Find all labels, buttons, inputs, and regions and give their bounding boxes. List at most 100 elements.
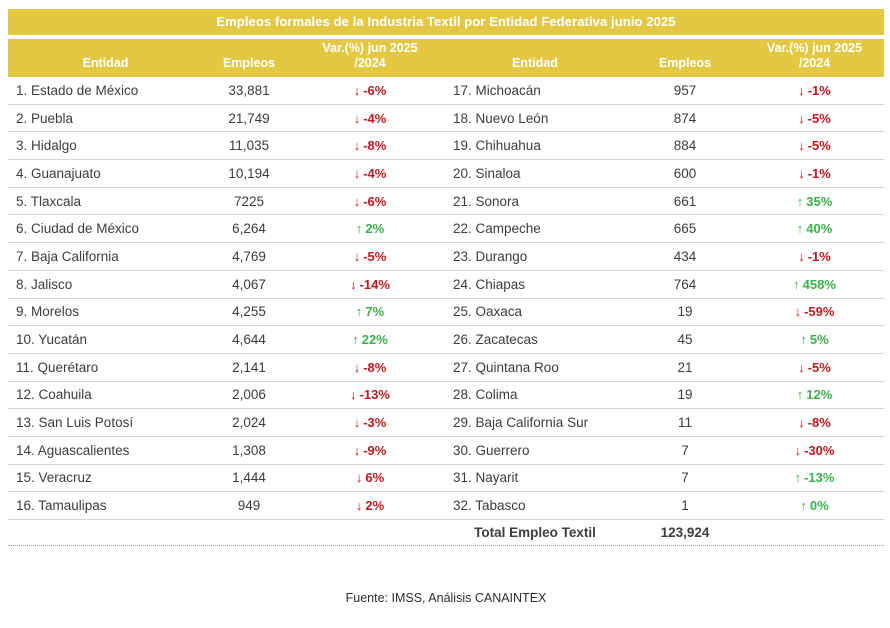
jobs-cell: 4,644 <box>232 332 266 348</box>
entity-cell: 4. Guanajuato <box>16 165 101 181</box>
entity-cell: 8. Jalisco <box>16 276 73 292</box>
entity-cell: 3. Hidalgo <box>16 138 77 154</box>
down-arrow-icon: ↓ <box>798 165 805 181</box>
jobs-cell: 7 <box>681 470 689 486</box>
entity-cell: 14. Aguascalientes <box>16 442 130 458</box>
variation-value: 5% <box>809 332 829 348</box>
entity-cell: 17. Michoacán <box>453 82 541 98</box>
entity-cell: 13. San Luis Potosí <box>16 415 134 431</box>
variation-cell: ↑ 12% <box>745 387 884 402</box>
up-arrow-icon: ↑ <box>800 498 807 514</box>
variation-value: 40% <box>806 221 833 237</box>
down-arrow-icon: ↓ <box>353 442 361 458</box>
down-arrow-icon: ↓ <box>353 138 361 154</box>
jobs-cell: 600 <box>673 165 697 181</box>
entity-cell: 27. Quintana Roo <box>453 359 559 375</box>
variation-cell: ↓ -6% <box>295 83 445 98</box>
up-arrow-icon: ↑ <box>352 332 359 348</box>
entity-cell: 12. Coahuila <box>16 387 92 403</box>
column-header-variation-line1: Var.(%) jun 2025 <box>766 41 863 55</box>
variation-value: -1% <box>807 248 831 264</box>
up-arrow-icon: ↑ <box>793 276 800 292</box>
variation-cell: ↑ 0% <box>745 498 884 513</box>
column-header-variation-line2: /2024 <box>354 56 386 70</box>
variation-value: -13% <box>359 387 390 403</box>
entity-cell: 11. Querétaro <box>16 359 99 375</box>
variation-cell: ↑ 40% <box>745 221 884 236</box>
variation-cell: ↓ -4% <box>295 166 445 181</box>
variation-cell: ↓ -13% <box>295 387 445 402</box>
entity-cell: 19. Chihuahua <box>453 138 541 154</box>
variation-value: -4% <box>363 165 387 181</box>
entity-cell: 29. Baja California Sur <box>453 415 589 431</box>
entity-cell: 18. Nuevo León <box>453 110 549 126</box>
up-arrow-icon: ↑ <box>355 304 363 320</box>
variation-cell: ↑ 2% <box>295 221 445 236</box>
variation-cell: ↓ -1% <box>745 166 884 181</box>
variation-cell: ↓ -3% <box>295 415 445 430</box>
variation-cell: ↓ -8% <box>745 415 884 430</box>
variation-value: -5% <box>807 359 831 375</box>
table-row: 2. Puebla 21,749 ↓ -4% 18. Nuevo León 874 ↓ -5% <box>8 105 884 133</box>
entity-cell: 9. Morelos <box>16 304 80 320</box>
up-arrow-icon: ↑ <box>794 470 802 486</box>
jobs-cell: 2,141 <box>232 359 266 375</box>
source-note: Fuente: IMSS, Análisis CANAINTEX <box>345 590 547 605</box>
total-value: 123,924 <box>660 524 710 540</box>
variation-value: -6% <box>363 193 387 209</box>
entity-cell: 2. Puebla <box>16 110 74 126</box>
jobs-cell: 45 <box>677 332 693 348</box>
variation-value: 458% <box>802 276 836 292</box>
entity-cell: 28. Colima <box>453 387 518 403</box>
jobs-cell: 4,769 <box>232 248 266 264</box>
jobs-cell: 19 <box>677 387 693 403</box>
down-arrow-icon: ↓ <box>350 276 357 292</box>
entity-cell: 5. Tlaxcala <box>16 193 82 209</box>
jobs-cell: 2,006 <box>232 387 266 403</box>
variation-value: -8% <box>363 138 387 154</box>
entity-cell: 21. Sonora <box>453 193 520 209</box>
table-row: 12. Coahuila 2,006 ↓ -13% 28. Colima 19 ↑ 12% <box>8 382 884 410</box>
variation-value: -4% <box>363 110 387 126</box>
table-row: 15. Veracruz 1,444 ↓ 6% 31. Nayarit 7 ↑ -13% <box>8 465 884 493</box>
jobs-cell: 764 <box>673 276 697 292</box>
variation-cell: ↓ -1% <box>745 249 884 264</box>
jobs-cell: 2,024 <box>232 415 266 431</box>
jobs-cell: 957 <box>673 82 697 98</box>
variation-cell: ↑ 5% <box>745 332 884 347</box>
variation-cell: ↓ -5% <box>745 138 884 153</box>
jobs-cell: 6,264 <box>232 221 266 237</box>
column-header-entity-left: Entidad <box>82 56 129 70</box>
variation-value: 35% <box>806 193 833 209</box>
variation-cell: ↓ -8% <box>295 138 445 153</box>
variation-value: 22% <box>361 332 388 348</box>
column-header-variation-right: Var.(%) jun 2025 /2024 <box>745 41 884 77</box>
entity-cell: 31. Nayarit <box>453 470 519 486</box>
variation-cell: ↓ -1% <box>745 83 884 98</box>
variation-value: -5% <box>363 248 387 264</box>
textile-employment-table: Empleos formales de la Industria Textil … <box>8 9 884 605</box>
variation-cell: ↓ 6% <box>295 470 445 485</box>
jobs-cell: 884 <box>673 138 697 154</box>
variation-cell: ↓ -5% <box>745 111 884 126</box>
column-header-variation-left: Var.(%) jun 2025 /2024 <box>295 41 445 77</box>
variation-cell: ↓ -6% <box>295 194 445 209</box>
entity-cell: 16. Tamaulipas <box>16 498 107 514</box>
table-row: 1. Estado de México 33,881 ↓ -6% 17. Michoac… <box>8 77 884 105</box>
table-row: 16. Tamaulipas 949 ↓ 2% 32. Tabasco 1 ↑ 0% <box>8 492 884 520</box>
jobs-cell: 1,444 <box>232 470 266 486</box>
variation-cell: ↓ -5% <box>295 249 445 264</box>
jobs-cell: 1,308 <box>232 442 266 458</box>
table-row: 11. Querétaro 2,141 ↓ -8% 27. Quintana Roo 21… <box>8 354 884 382</box>
jobs-cell: 11 <box>677 415 692 431</box>
up-arrow-icon: ↑ <box>796 221 804 237</box>
variation-cell: ↓ 2% <box>295 498 445 513</box>
down-arrow-icon: ↓ <box>353 110 361 126</box>
table-row: 4. Guanajuato 10,194 ↓ -4% 20. Sinaloa 600 ↓ -1… <box>8 160 884 188</box>
variation-cell: ↑ 35% <box>745 194 884 209</box>
down-arrow-icon: ↓ <box>353 193 361 209</box>
column-header-variation-line2: /2024 <box>798 56 831 70</box>
entity-cell: 30. Guerrero <box>453 442 530 458</box>
down-arrow-icon: ↓ <box>353 359 361 375</box>
table-row: 8. Jalisco 4,067 ↓ -14% 24. Chiapas 764 ↑ 458% <box>8 271 884 299</box>
